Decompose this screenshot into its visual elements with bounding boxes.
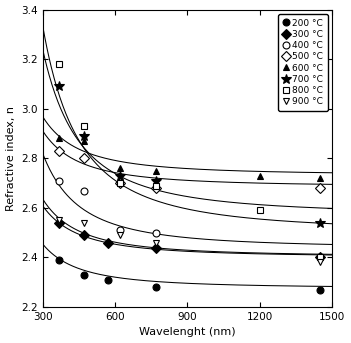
X-axis label: Wavelenght (nm): Wavelenght (nm)	[139, 328, 236, 338]
Legend: 200 °C, 300 °C, 400 °C, 500 °C, 600 °C, 700 °C, 800 °C, 900 °C: 200 °C, 300 °C, 400 °C, 500 °C, 600 °C, …	[278, 14, 328, 111]
Y-axis label: Refractive index, n: Refractive index, n	[6, 106, 15, 211]
